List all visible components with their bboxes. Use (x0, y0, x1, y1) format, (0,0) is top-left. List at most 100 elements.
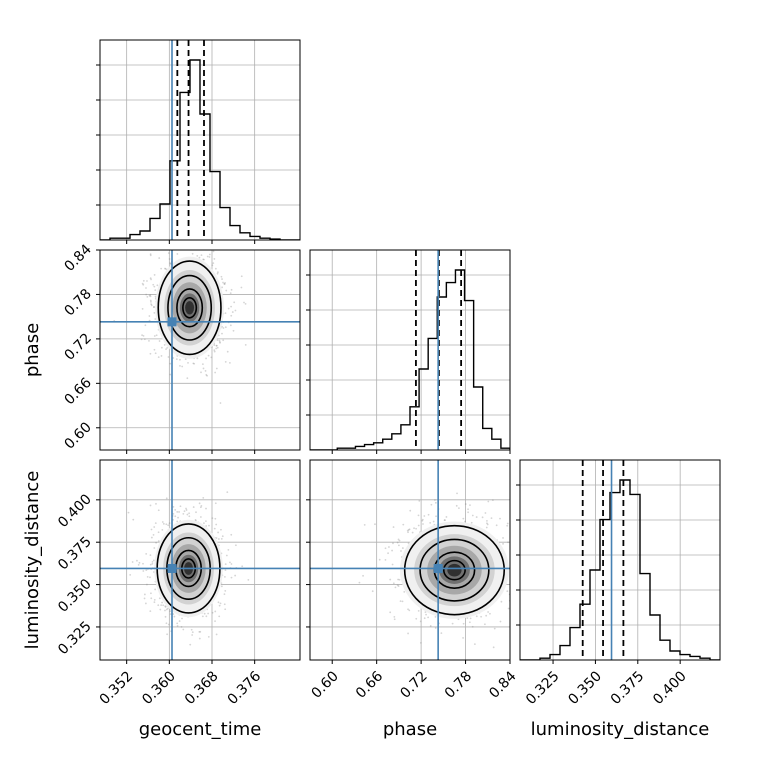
scatter-point (164, 609, 166, 612)
scatter-point (131, 561, 134, 563)
scatter-point (159, 608, 162, 611)
scatter-point (176, 520, 179, 523)
scatter-point (207, 635, 210, 638)
scatter-point (149, 504, 152, 507)
scatter-point (487, 611, 489, 613)
scatter-point (434, 499, 436, 501)
y-tick-label: 0.325 (55, 618, 95, 658)
scatter-point (206, 374, 208, 377)
scatter-point (516, 582, 518, 584)
scatter-point (483, 623, 486, 626)
scatter-point (480, 615, 483, 618)
scatter-point (198, 637, 201, 640)
panel-frame (99, 249, 301, 451)
scatter-point (160, 355, 163, 357)
y-tick-label: 0.375 (55, 534, 95, 574)
scatter-point (401, 600, 404, 603)
scatter-point (432, 520, 435, 523)
scatter-point (169, 613, 172, 615)
x-tick-label: 0.66 (353, 668, 386, 701)
scatter-point (384, 547, 387, 550)
scatter-point (485, 526, 488, 529)
x-tick-label: 0.400 (650, 668, 690, 708)
scatter-point (153, 311, 156, 314)
scatter-point (399, 600, 402, 603)
scatter-point (150, 592, 152, 595)
scatter-point (196, 254, 199, 257)
scatter-point (149, 277, 152, 279)
scatter-point (200, 504, 203, 507)
scatter-point (218, 339, 221, 342)
panel-content (310, 460, 528, 660)
scatter-point (243, 301, 245, 304)
scatter-point (144, 324, 147, 327)
scatter-point (164, 267, 167, 270)
scatter-point (486, 519, 488, 522)
scatter-point (182, 512, 185, 515)
scatter-point (485, 614, 488, 617)
scatter-point (173, 242, 175, 244)
scatter-point (214, 610, 217, 613)
scatter-point (181, 365, 184, 368)
scatter-point (154, 318, 157, 320)
scatter-point (407, 531, 409, 534)
scatter-point (198, 256, 201, 259)
scatter-point (165, 523, 168, 526)
scatter-point (423, 515, 426, 517)
scatter-point (229, 324, 232, 327)
scatter-point (408, 609, 411, 612)
scatter-point (205, 357, 207, 360)
scatter-point (207, 612, 210, 615)
scatter-point (185, 507, 187, 510)
scatter-point (418, 499, 421, 502)
scatter-point (192, 362, 195, 365)
scatter-point (223, 283, 226, 286)
scatter-point (157, 604, 160, 607)
scatter-point (512, 619, 514, 621)
scatter-point (215, 347, 218, 350)
scatter-point (513, 601, 515, 603)
scatter-point (189, 643, 192, 646)
scatter-point (396, 584, 399, 587)
scatter-point (523, 585, 525, 587)
scatter-point (146, 295, 149, 298)
scatter-point (164, 615, 167, 618)
scatter-point (141, 282, 144, 285)
scatter-point (179, 364, 181, 367)
scatter-point (210, 356, 213, 359)
scatter-point (178, 620, 181, 622)
scatter-point (224, 282, 226, 284)
scatter-point (142, 570, 145, 572)
scatter-point (176, 625, 179, 627)
scatter-point (462, 517, 465, 520)
scatter-point (247, 578, 250, 581)
scatter-point (374, 523, 376, 526)
scatter-point (184, 358, 187, 360)
scatter-point (224, 569, 227, 572)
scatter-point (143, 593, 146, 596)
scatter-point (156, 284, 159, 287)
scatter-point (396, 541, 399, 544)
scatter-point (207, 354, 210, 357)
scatter-point (213, 527, 216, 530)
scatter-point (516, 559, 518, 561)
x-tick-label: 0.376 (225, 668, 265, 708)
scatter-point (162, 522, 165, 525)
scatter-point (427, 616, 430, 619)
scatter-point (153, 348, 156, 351)
scatter-point (155, 502, 157, 505)
scatter-point (164, 605, 167, 608)
scatter-point (172, 512, 175, 515)
panel-frame (519, 459, 721, 661)
histogram-panel-phase (306, 249, 511, 454)
contour-line (182, 296, 198, 319)
scatter-point (407, 632, 409, 635)
scatter-point (150, 304, 153, 307)
scatter-point (225, 554, 228, 557)
truth-marker (433, 563, 443, 573)
scatter-point (224, 312, 227, 315)
scatter-point (220, 585, 223, 588)
scatter-point (526, 550, 528, 552)
scatter-point (486, 523, 489, 526)
